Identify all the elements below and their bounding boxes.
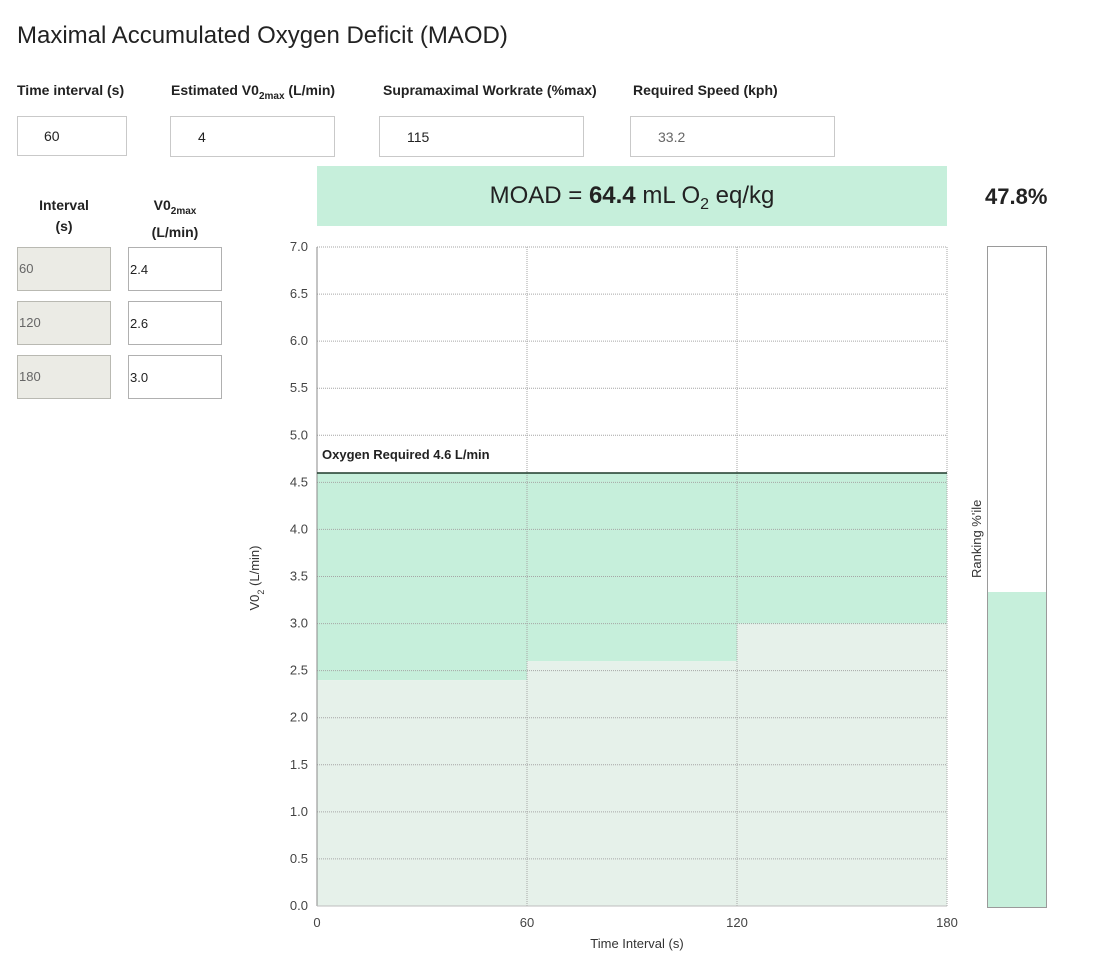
time-interval-input[interactable]: [17, 116, 127, 156]
y-tick-label: 3.0: [290, 616, 308, 631]
y-tick-label: 6.0: [290, 333, 308, 348]
y-tick-label: 5.0: [290, 427, 308, 442]
speed-label: Required Speed (kph): [633, 82, 778, 98]
page-title: Maximal Accumulated Oxygen Deficit (MAOD…: [17, 22, 508, 49]
ranking-percent: 47.8%: [985, 184, 1048, 209]
vo2max-label: Estimated V02max (L/min): [171, 82, 336, 102]
ranking-bar-fill: [988, 591, 1046, 907]
vo2max-column-header: V02max (L/min): [151, 197, 199, 240]
x-tick-label: 180: [936, 915, 958, 930]
y-tick-label: 4.5: [290, 474, 308, 489]
vo2-row-input[interactable]: [128, 355, 222, 399]
vo2-row-input[interactable]: [128, 247, 222, 291]
interval-cell: 60: [17, 247, 111, 291]
interval-cell: 120: [17, 301, 111, 345]
vo2-row-input[interactable]: [128, 301, 222, 345]
workrate-label: Supramaximal Workrate (%max): [383, 82, 597, 98]
time-interval-label: Time interval (s): [17, 82, 125, 98]
x-tick-label: 0: [313, 915, 320, 930]
y-tick-label: 4.0: [290, 521, 308, 536]
y-tick-label: 1.0: [290, 804, 308, 819]
deficit-area: [737, 472, 947, 624]
y-tick-label: 6.5: [290, 286, 308, 301]
y-tick-label: 2.5: [290, 663, 308, 678]
y-tick-label: 7.0: [290, 239, 308, 254]
x-tick-label: 60: [520, 915, 534, 930]
uptake-area: [527, 661, 737, 906]
oxygen-required-label: Oxygen Required 4.6 L/min: [322, 447, 490, 462]
y-axis-label: V02 (L/min): [247, 546, 266, 611]
maod-value: 64.4: [588, 182, 636, 209]
x-tick-label: 120: [726, 915, 748, 930]
vo2max-input[interactable]: [170, 116, 335, 157]
y-tick-label: 3.5: [290, 569, 308, 584]
speed-input[interactable]: [630, 116, 835, 157]
workrate-input[interactable]: [379, 116, 584, 157]
y-tick-label: 0.0: [290, 898, 308, 913]
y-tick-label: 1.5: [290, 757, 308, 772]
maod-result-banner: MOAD = 64.4 mL O2 eq/kg: [317, 166, 947, 226]
y-tick-label: 5.5: [290, 380, 308, 395]
y-tick-label: 0.5: [290, 851, 308, 866]
interval-column-header: Interval (s): [39, 197, 89, 234]
deficit-area: [527, 472, 737, 662]
x-axis-label: Time Interval (s): [590, 936, 683, 951]
y-tick-label: 2.0: [290, 710, 308, 725]
uptake-area: [317, 680, 527, 906]
ranking-bar: [987, 246, 1047, 908]
interval-cell: 180: [17, 355, 111, 399]
